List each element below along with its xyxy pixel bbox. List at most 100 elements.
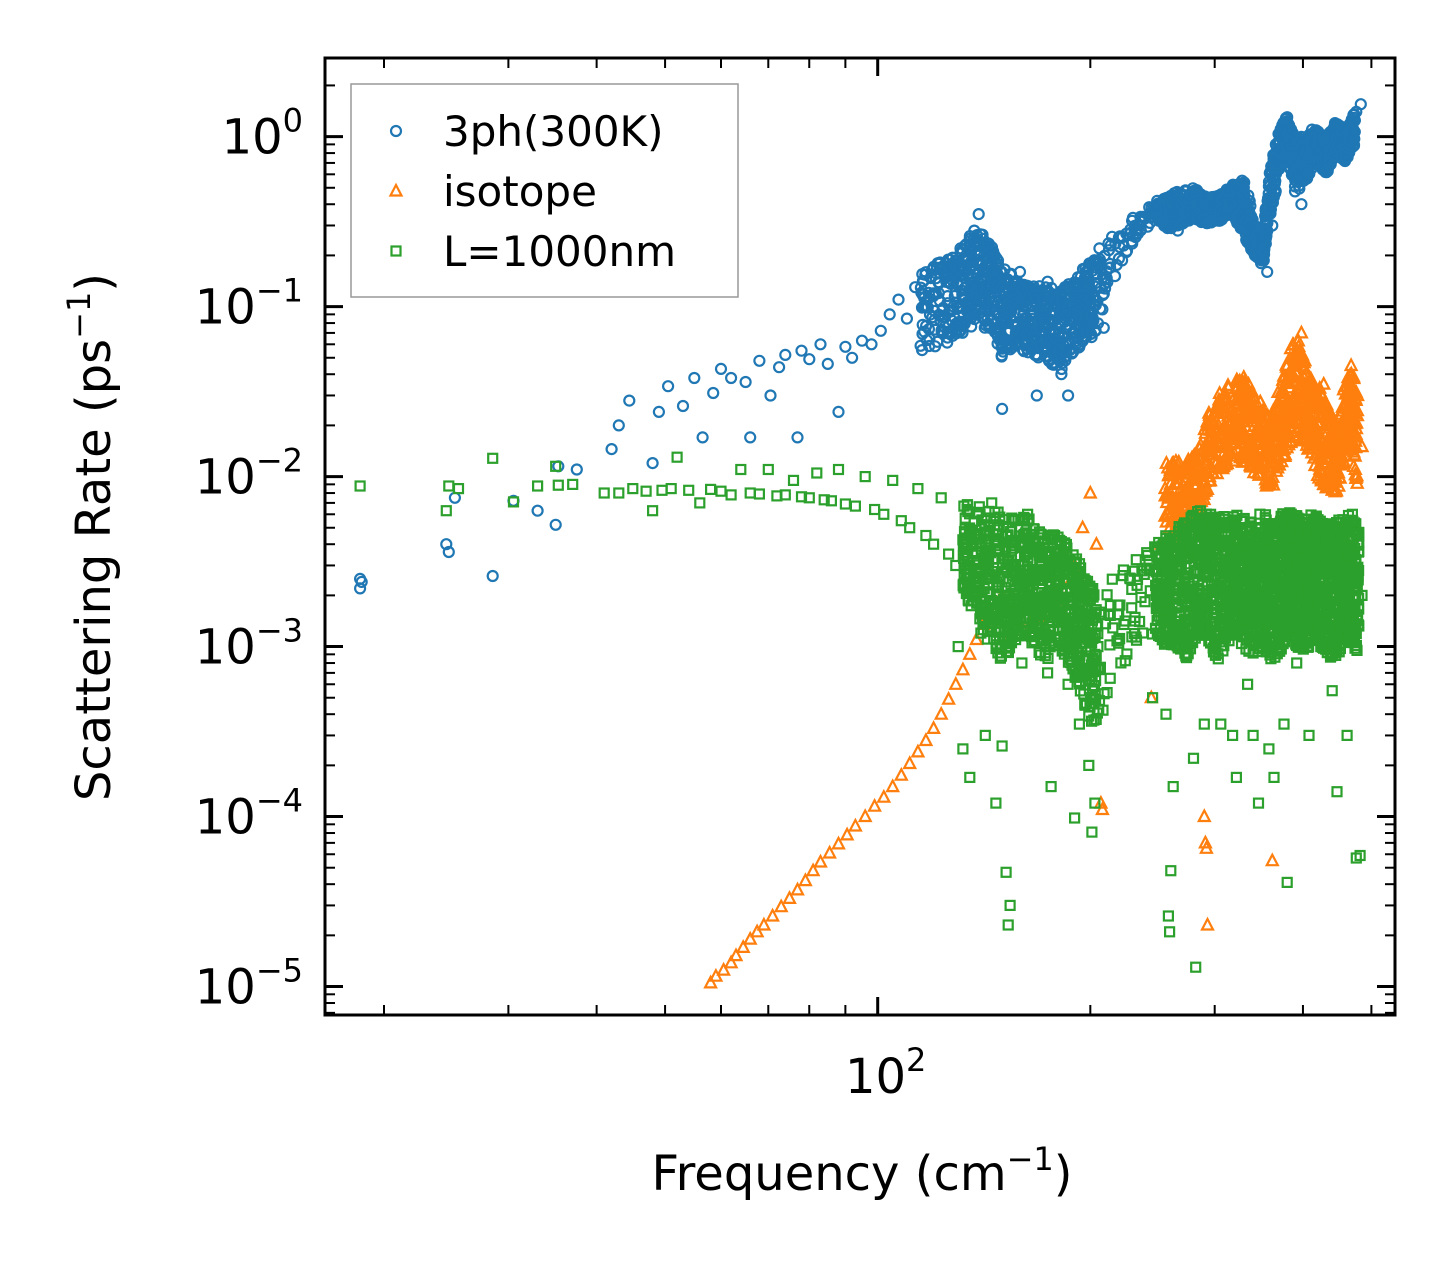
data-point (883, 308, 896, 321)
data-point (1199, 451, 1215, 466)
data-point (1302, 439, 1317, 454)
data-point (1312, 434, 1327, 449)
data-point (1251, 403, 1266, 418)
y-tick-label: 10−2 (195, 442, 303, 506)
data-point (1037, 300, 1051, 313)
data-point (1350, 387, 1365, 402)
data-point (1333, 405, 1349, 420)
data-point (531, 504, 544, 517)
y-tick-label: 100 (222, 102, 303, 166)
data-point (1239, 398, 1254, 413)
data-point (795, 344, 808, 357)
data-point (971, 305, 984, 318)
data-point (652, 405, 666, 418)
data-point (874, 324, 887, 337)
data-point (1342, 409, 1357, 423)
data-point (1255, 402, 1271, 417)
data-point (1265, 411, 1280, 426)
data-point (1255, 459, 1271, 474)
data-point (1106, 573, 1118, 585)
data-point (1082, 484, 1098, 499)
data-point (739, 375, 752, 389)
data-point (753, 354, 766, 367)
data-point (749, 923, 765, 938)
data-point (1196, 808, 1212, 823)
data-point (942, 327, 955, 340)
data-point (1344, 425, 1359, 440)
data-point (857, 808, 873, 823)
data-point (1294, 324, 1309, 339)
data-point (1245, 387, 1261, 402)
data-point (1350, 407, 1365, 422)
data-point (1227, 417, 1242, 431)
data-point (919, 268, 932, 281)
data-point (1242, 434, 1258, 449)
data-point (744, 431, 757, 444)
data-point (773, 898, 789, 913)
data-point (926, 720, 941, 735)
data-point (703, 974, 718, 989)
data-point (893, 766, 909, 781)
data-point (949, 324, 962, 338)
data-point (1342, 386, 1358, 401)
data-point (1200, 916, 1215, 931)
data-point (1075, 519, 1090, 534)
data-point (1268, 454, 1284, 469)
data-point (892, 293, 905, 306)
data-point (1209, 453, 1225, 467)
data-point (867, 797, 882, 812)
data-point (1283, 432, 1299, 447)
data-point (1025, 309, 1038, 322)
data-point (803, 353, 816, 366)
data-point (1276, 382, 1292, 397)
data-point (605, 443, 618, 456)
data-point (1012, 336, 1025, 349)
data-point (1326, 463, 1342, 478)
data-point (918, 732, 934, 747)
data-point (916, 327, 929, 340)
data-point (764, 389, 777, 402)
data-point (742, 930, 758, 945)
data-point (1217, 392, 1233, 407)
data-point (1200, 481, 1215, 495)
data-point (1301, 406, 1317, 421)
data-point (1304, 387, 1320, 402)
data-point (1039, 349, 1052, 362)
data-point (1313, 385, 1329, 400)
data-point (1311, 469, 1327, 484)
data-point (1054, 285, 1068, 298)
data-point (832, 405, 845, 418)
data-point (1296, 368, 1312, 383)
data-point (1065, 327, 1078, 340)
data-point (1265, 443, 1281, 458)
data-point (805, 862, 821, 877)
data-point (1093, 242, 1106, 255)
data-point (958, 317, 971, 330)
data-point (1241, 375, 1256, 390)
y-tick-label: 10−3 (195, 612, 303, 676)
data-point (570, 463, 583, 476)
data-point (1346, 458, 1361, 472)
data-point (1009, 293, 1023, 306)
data-point (1343, 357, 1359, 372)
data-point (1177, 484, 1192, 499)
data-point (972, 208, 985, 221)
data-point (1283, 365, 1299, 380)
data-point (1343, 365, 1359, 380)
data-point (1289, 357, 1305, 372)
data-point (448, 491, 461, 504)
data-point (902, 755, 918, 770)
data-point (1291, 343, 1307, 357)
data-point (910, 743, 926, 758)
data-point (969, 631, 984, 646)
data-point (1238, 453, 1254, 468)
data-point (821, 357, 834, 370)
data-point (1346, 446, 1362, 461)
y-tick-label: 10−1 (195, 272, 303, 336)
data-point (1254, 417, 1270, 431)
data-point (921, 301, 934, 314)
data-point (1052, 352, 1066, 365)
data-point (1242, 456, 1258, 471)
data-point (922, 339, 936, 353)
